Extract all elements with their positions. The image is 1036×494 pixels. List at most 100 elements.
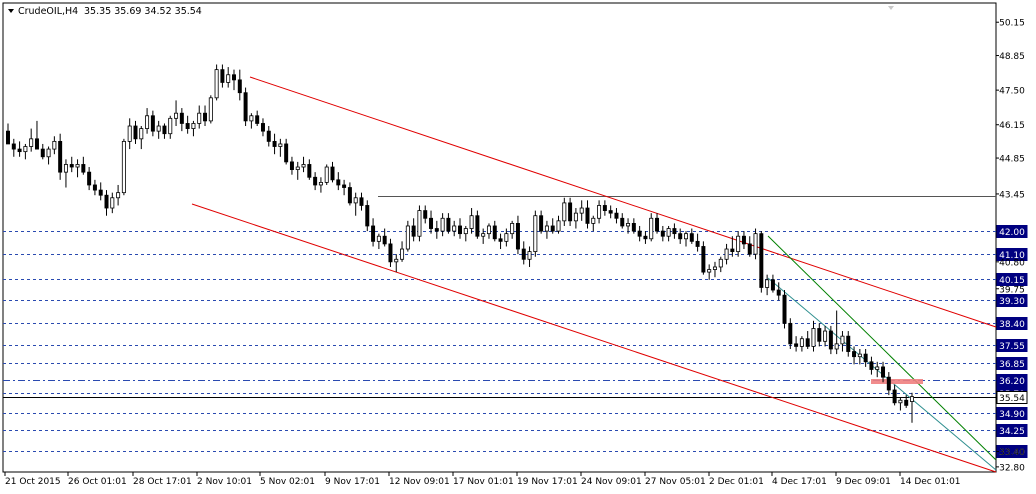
candle-body: [765, 279, 770, 288]
channel-upper-line[interactable]: [249, 76, 997, 328]
candle: [718, 256, 723, 273]
candle: [336, 172, 341, 191]
candle-body: [87, 171, 92, 186]
candle: [411, 218, 416, 242]
candle: [266, 126, 271, 147]
resistance-zone[interactable]: [871, 379, 923, 384]
candle-body: [168, 117, 173, 135]
y-tick-label-0: 50.15: [999, 19, 1025, 29]
candle: [295, 161, 300, 180]
y-tick-label-8: 33.40: [999, 448, 1025, 458]
candle: [602, 200, 607, 216]
candle: [75, 159, 80, 178]
candle-body: [272, 140, 277, 147]
candle: [533, 210, 538, 257]
candle: [492, 220, 497, 242]
trendline-green[interactable]: [767, 235, 997, 461]
dropdown-arrow-icon[interactable]: [8, 9, 14, 13]
candle: [179, 108, 184, 132]
candle-body: [486, 225, 491, 235]
candle: [58, 133, 63, 180]
candle-body: [260, 123, 265, 132]
candle: [666, 225, 671, 242]
candle: [712, 261, 717, 278]
symbol-label: CrudeOIL,H4: [18, 6, 78, 17]
candle-body: [69, 164, 74, 168]
candle-body: [521, 248, 526, 260]
candle-body: [429, 217, 434, 229]
y-tick-label-7: 39.75: [999, 285, 1025, 295]
candle-body: [707, 269, 712, 273]
price-tag-4: [996, 317, 1028, 330]
price-tag-label-10: 34.90: [999, 410, 1025, 420]
price-tag-label-11: 34.25: [999, 427, 1025, 437]
price-tag-label-3: 39.30: [999, 297, 1025, 307]
candle: [185, 115, 190, 134]
candle: [191, 120, 196, 137]
candle-body: [434, 228, 439, 232]
candle-body: [29, 138, 34, 147]
candle-body: [718, 258, 723, 268]
candle-body: [11, 143, 16, 150]
candle: [660, 225, 665, 242]
candle-body: [208, 97, 213, 122]
candle: [156, 120, 161, 139]
candle-body: [660, 230, 665, 237]
price-tag-7: [996, 374, 1028, 387]
candle-body: [255, 115, 260, 124]
candle-body: [788, 322, 793, 345]
candle-body: [840, 335, 845, 345]
candle: [475, 210, 480, 239]
candle-body: [562, 202, 567, 222]
candle-body: [533, 215, 538, 252]
candle: [92, 179, 97, 196]
candle: [40, 143, 45, 160]
candle-body: [243, 92, 248, 122]
candle: [46, 146, 51, 165]
candle-body: [672, 228, 677, 235]
candle-body: [324, 166, 329, 183]
candle: [562, 197, 567, 226]
candle-body: [846, 335, 851, 352]
candle: [139, 126, 144, 150]
candle: [203, 105, 208, 127]
price-tag-label-6: 36.85: [999, 360, 1025, 370]
candle: [52, 136, 57, 155]
candle-body: [365, 205, 370, 227]
candle-body: [695, 240, 700, 247]
candle: [342, 179, 347, 196]
price-tag-label-2: 40.15: [999, 276, 1025, 286]
candle: [637, 225, 642, 242]
candle-body: [799, 338, 804, 347]
candle-body: [116, 192, 121, 199]
candle: [510, 220, 515, 239]
scroll-shift-icon[interactable]: [888, 6, 894, 10]
price-tag-11: [996, 424, 1028, 437]
candle-body: [92, 184, 97, 191]
candle-body: [307, 164, 312, 178]
candle: [29, 128, 34, 152]
candle-body: [371, 225, 376, 242]
candle-body: [759, 233, 764, 288]
candle: [881, 361, 886, 383]
candle: [69, 156, 74, 173]
channel-lower-line[interactable]: [191, 203, 997, 473]
candle: [133, 120, 138, 144]
candle: [388, 238, 393, 267]
candle-body: [492, 225, 497, 240]
candle: [707, 264, 712, 280]
candle: [649, 213, 654, 242]
candle: [504, 228, 509, 247]
candle: [232, 69, 236, 91]
candle-body: [904, 399, 909, 406]
candle: [11, 138, 16, 157]
candle-body: [770, 279, 775, 291]
candle: [446, 213, 451, 234]
candle: [168, 115, 173, 139]
candle-body: [405, 225, 410, 250]
candle: [498, 233, 503, 250]
candle: [834, 310, 839, 355]
candle-body: [249, 115, 254, 122]
